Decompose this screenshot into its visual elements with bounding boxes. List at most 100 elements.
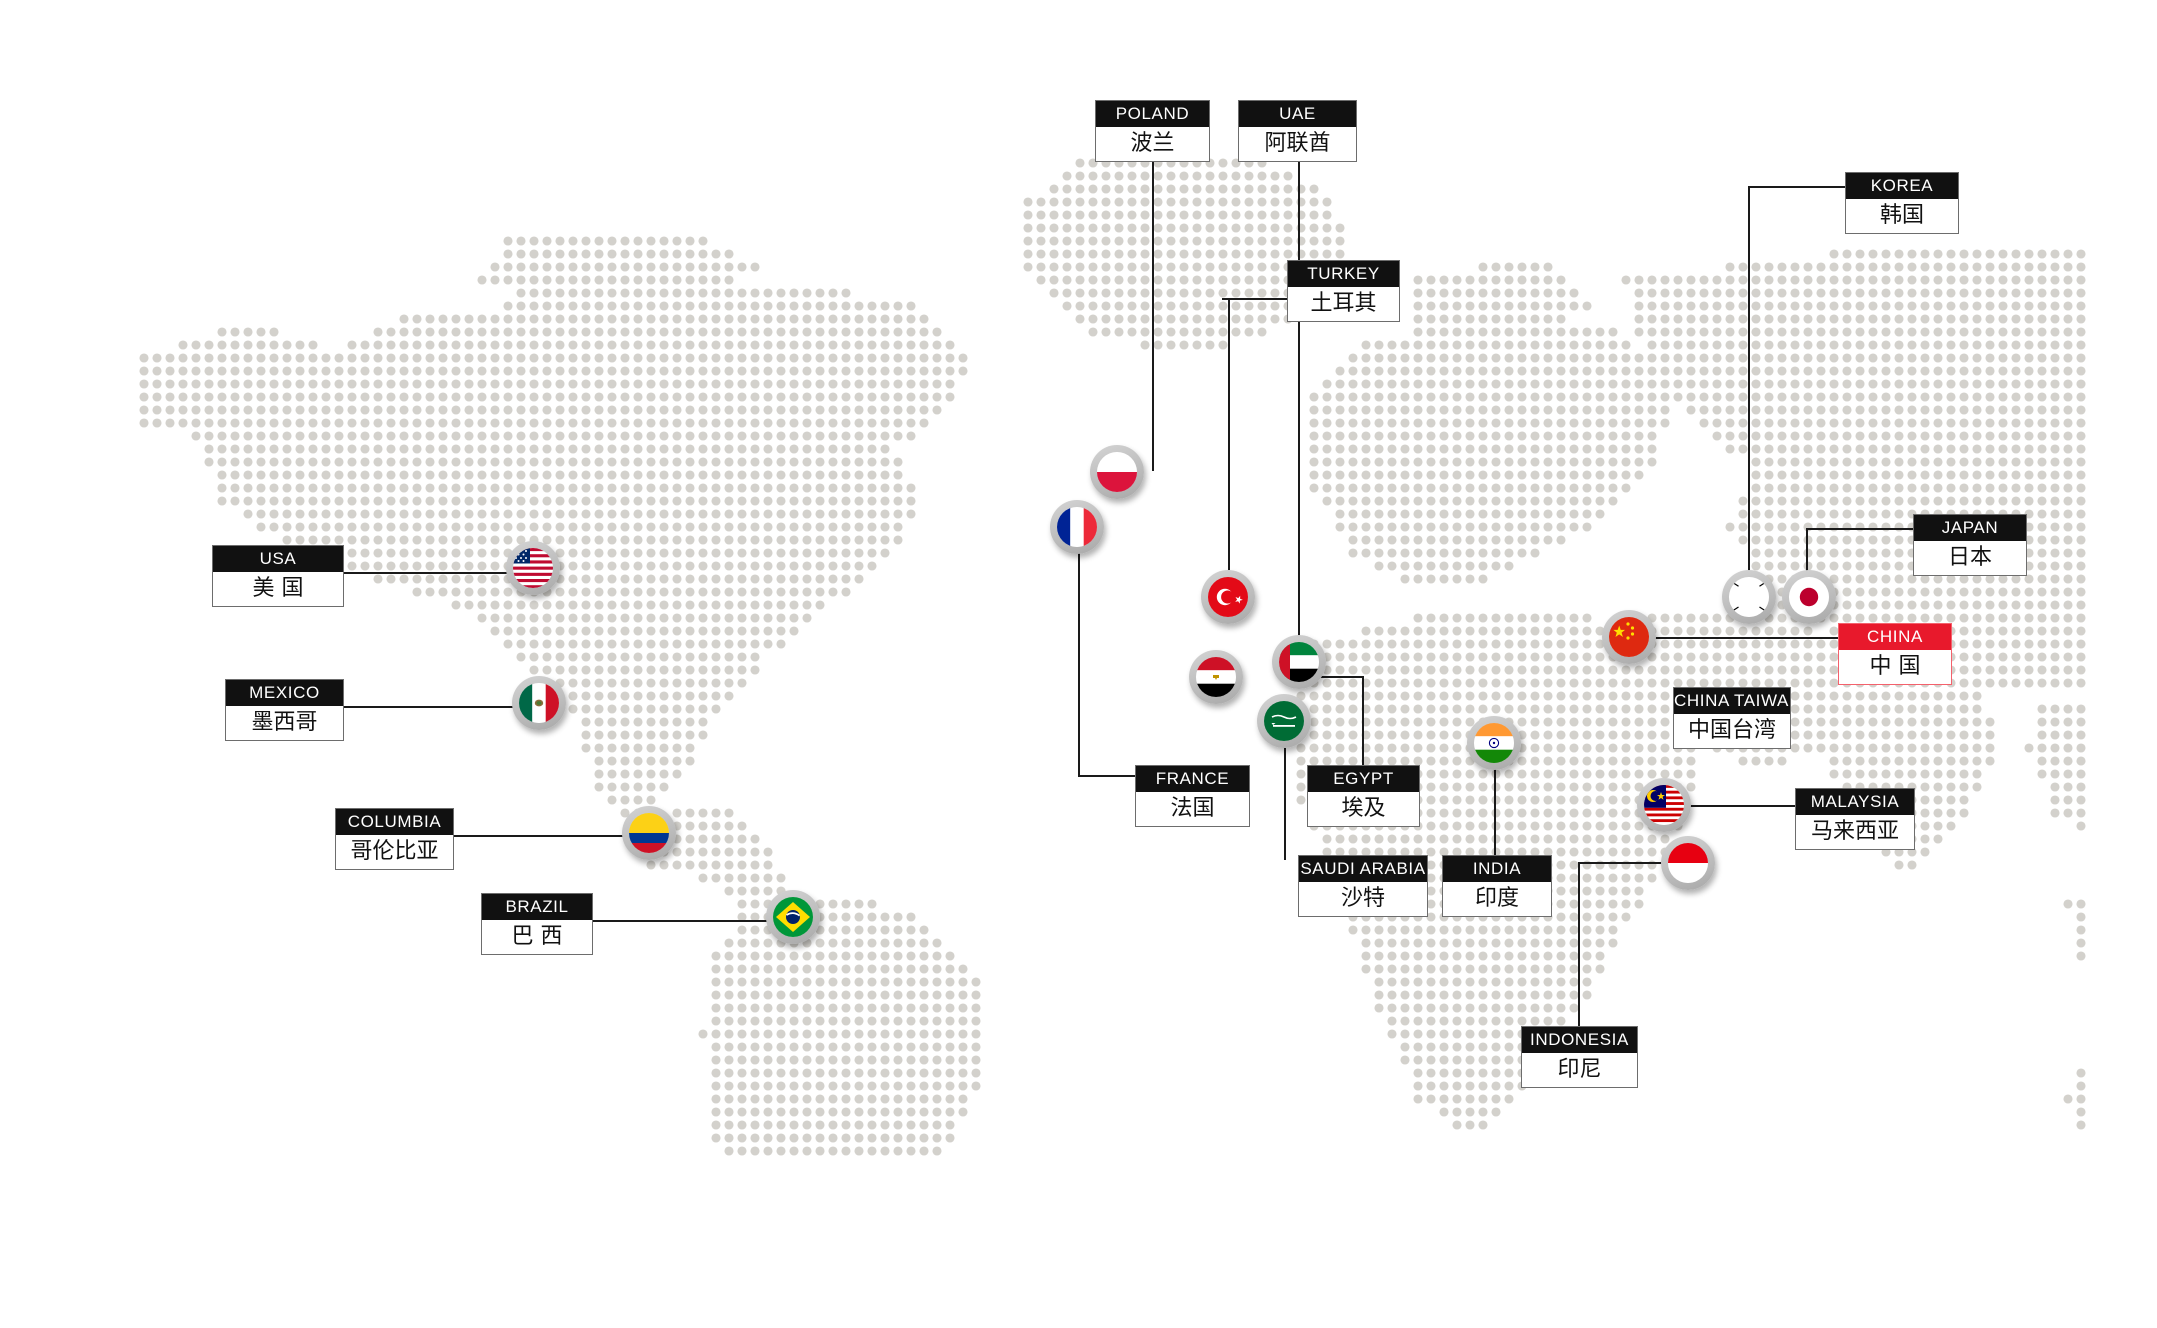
indonesia-flag-icon (1668, 843, 1708, 883)
label-china-title: CHINA (1839, 624, 1951, 650)
pin-china[interactable] (1602, 610, 1656, 664)
label-turkey[interactable]: TURKEY 土耳其 (1287, 260, 1400, 322)
label-indonesia-title: INDONESIA (1522, 1027, 1637, 1053)
connector-indonesia-vertical (1578, 862, 1580, 1027)
label-columbia-native: 哥伦比亚 (336, 835, 453, 869)
label-korea-title: KOREA (1846, 173, 1958, 199)
label-indonesia[interactable]: INDONESIA 印尼 (1521, 1026, 1638, 1088)
connector-china (1630, 637, 1840, 639)
connector-mexico (343, 706, 517, 708)
pin-india[interactable] (1467, 716, 1521, 770)
connector-indonesia-stub (1578, 862, 1662, 864)
label-malaysia[interactable]: MALAYSIA 马来西亚 (1795, 788, 1915, 850)
label-columbia-title: COLUMBIA (336, 809, 453, 835)
label-malaysia-native: 马来西亚 (1796, 815, 1914, 849)
label-china-taiwan-title: CHINA TAIWAN (1674, 688, 1790, 714)
connector-uae-vertical (1298, 160, 1300, 660)
egypt-flag-icon (1196, 657, 1236, 697)
label-uae-title: UAE (1239, 101, 1356, 127)
korea-flag-icon (1729, 577, 1769, 617)
connector-turkey-horizontal (1222, 298, 1288, 300)
connector-france-vertical (1078, 535, 1080, 775)
label-japan-title: JAPAN (1914, 515, 2026, 541)
pin-japan[interactable] (1782, 570, 1836, 624)
colombia-flag-icon (629, 813, 669, 853)
poland-flag-icon (1097, 452, 1137, 492)
pin-mexico[interactable] (512, 676, 566, 730)
label-france-native: 法国 (1136, 792, 1249, 826)
label-malaysia-title: MALAYSIA (1796, 789, 1914, 815)
label-usa-title: USA (213, 546, 343, 572)
france-flag-icon (1057, 507, 1097, 547)
label-china-native: 中 国 (1839, 650, 1951, 684)
label-india[interactable]: INDIA 印度 (1442, 855, 1552, 917)
connector-malaysia (1690, 805, 1796, 807)
connector-egypt-vertical (1362, 676, 1364, 776)
label-poland[interactable]: POLAND 波兰 (1095, 100, 1210, 162)
connector-japan-vertical (1806, 528, 1808, 578)
label-saudi-native: 沙特 (1299, 882, 1427, 916)
label-columbia[interactable]: COLUMBIA 哥伦比亚 (335, 808, 454, 870)
connector-poland (1152, 160, 1154, 471)
label-korea-native: 韩国 (1846, 199, 1958, 233)
connector-brazil (592, 920, 772, 922)
label-egypt-native: 埃及 (1308, 792, 1419, 826)
label-mexico-native: 墨西哥 (226, 706, 343, 740)
label-poland-native: 波兰 (1096, 127, 1209, 161)
connector-turkey-drop (1228, 300, 1230, 570)
label-uae-native: 阿联酋 (1239, 127, 1356, 161)
label-brazil-title: BRAZIL (482, 894, 592, 920)
label-india-title: INDIA (1443, 856, 1551, 882)
label-uae[interactable]: UAE 阿联酋 (1238, 100, 1357, 162)
pin-turkey[interactable] (1201, 570, 1255, 624)
connector-japan-horizontal (1806, 528, 1916, 530)
pin-usa[interactable] (506, 541, 560, 595)
label-korea[interactable]: KOREA 韩国 (1845, 172, 1959, 234)
label-brazil[interactable]: BRAZIL 巴 西 (481, 893, 593, 955)
malaysia-flag-icon (1644, 785, 1684, 825)
uae-flag-icon (1279, 642, 1319, 682)
label-japan-native: 日本 (1914, 541, 2026, 575)
label-france[interactable]: FRANCE 法国 (1135, 765, 1250, 827)
label-japan[interactable]: JAPAN 日本 (1913, 514, 2027, 576)
pin-uae[interactable] (1272, 635, 1326, 689)
connector-korea-vertical (1748, 186, 1750, 580)
label-china-taiwan[interactable]: CHINA TAIWAN 中国台湾 (1673, 687, 1791, 749)
label-usa[interactable]: USA 美 国 (212, 545, 344, 607)
label-france-title: FRANCE (1136, 766, 1249, 792)
pin-malaysia[interactable] (1637, 778, 1691, 832)
label-mexico[interactable]: MEXICO 墨西哥 (225, 679, 344, 741)
pin-korea[interactable] (1722, 570, 1776, 624)
saudi-flag-icon (1264, 701, 1304, 741)
label-egypt[interactable]: EGYPT 埃及 (1307, 765, 1420, 827)
pin-indonesia[interactable] (1661, 836, 1715, 890)
pin-poland[interactable] (1090, 445, 1144, 499)
mexico-flag-icon (519, 683, 559, 723)
pin-egypt[interactable] (1189, 650, 1243, 704)
label-usa-native: 美 国 (213, 572, 343, 606)
label-indonesia-native: 印尼 (1522, 1053, 1637, 1087)
label-turkey-native: 土耳其 (1288, 287, 1399, 321)
india-flag-icon (1474, 723, 1514, 763)
connector-egypt-horizontal (1288, 676, 1364, 678)
connector-france-horizontal (1078, 775, 1188, 777)
label-mexico-title: MEXICO (226, 680, 343, 706)
turkey-flag-icon (1208, 577, 1248, 617)
label-china-taiwan-native: 中国台湾 (1674, 714, 1790, 748)
label-egypt-title: EGYPT (1308, 766, 1419, 792)
usa-flag-icon (513, 548, 553, 588)
pin-brazil[interactable] (766, 890, 820, 944)
label-poland-title: POLAND (1096, 101, 1209, 127)
pin-france[interactable] (1050, 500, 1104, 554)
label-saudi[interactable]: SAUDI ARABIA 沙特 (1298, 855, 1428, 917)
connector-korea-horizontal (1748, 186, 1848, 188)
pin-saudi[interactable] (1257, 694, 1311, 748)
label-india-native: 印度 (1443, 882, 1551, 916)
label-brazil-native: 巴 西 (482, 920, 592, 954)
label-china[interactable]: CHINA 中 国 (1838, 623, 1952, 685)
connector-saudi (1284, 748, 1286, 860)
pin-columbia[interactable] (622, 806, 676, 860)
connector-india (1494, 760, 1496, 860)
